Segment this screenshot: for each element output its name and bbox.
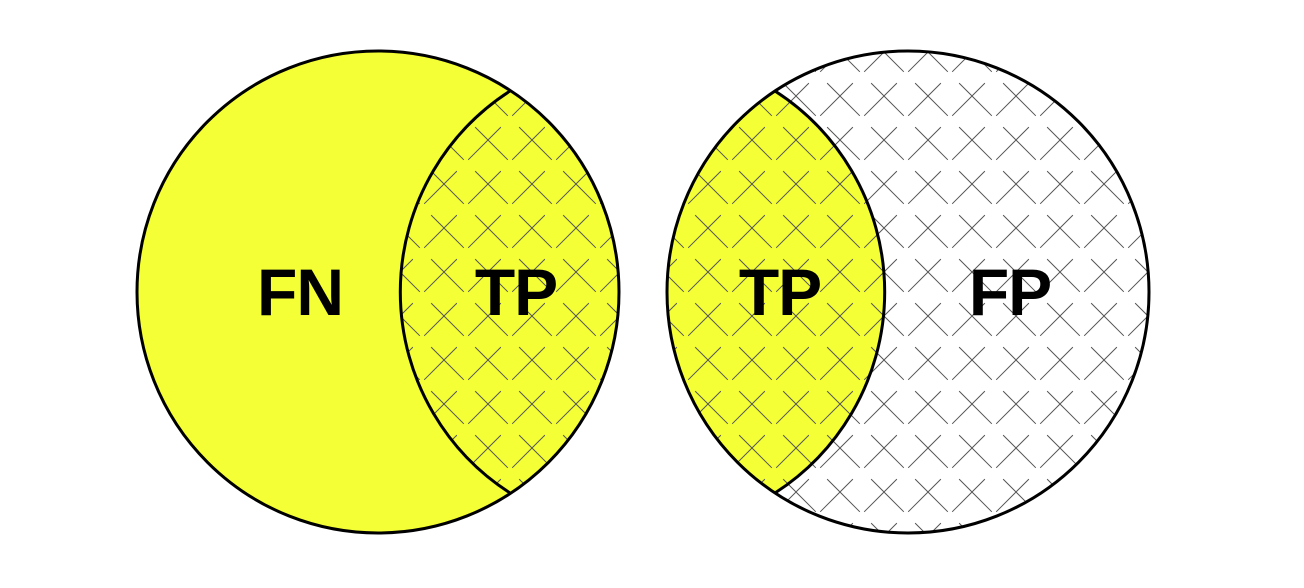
left-tp-label: TP: [475, 255, 557, 329]
right-venn: TP FP: [667, 51, 1149, 533]
left-venn: FN TP: [137, 51, 619, 533]
right-tp-label: TP: [739, 255, 821, 329]
right-fp-label: FP: [969, 255, 1051, 329]
left-fn-label: FN: [257, 255, 343, 329]
